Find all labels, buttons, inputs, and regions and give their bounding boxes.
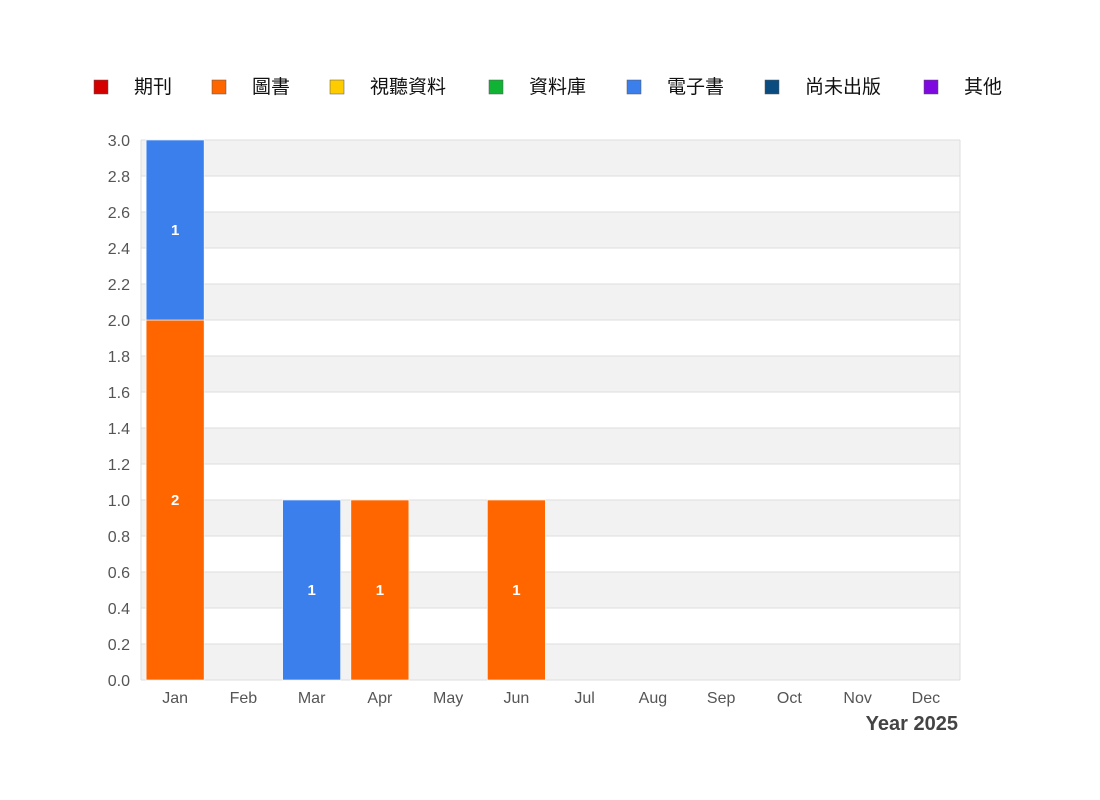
- x-tick-label: May: [433, 690, 463, 707]
- y-tick-label: 2.8: [108, 169, 130, 186]
- bar-value-label: 1: [512, 582, 520, 599]
- y-axis-ticks: 0.0 0.2 0.4 0.6 0.8 1.0 1.2 1.4 1.6 1.8 2.0 2.2 2.4 2…: [108, 133, 130, 690]
- x-tick-label: Aug: [639, 690, 667, 707]
- y-tick-label: 2.0: [108, 313, 130, 330]
- y-tick-label: 1.6: [108, 385, 130, 402]
- x-tick-label: Apr: [367, 690, 393, 707]
- y-tick-label: 2.6: [108, 205, 130, 222]
- bar-value-label: 1: [171, 222, 179, 239]
- bar-value-label: 1: [376, 582, 384, 599]
- grid-band: [141, 212, 960, 248]
- y-tick-label: 0.4: [108, 601, 130, 618]
- legend-swatch: [93, 79, 109, 95]
- x-axis-title: Year 2025: [866, 713, 958, 735]
- plot-background: [140, 139, 961, 681]
- legend-swatch: [923, 79, 939, 95]
- legend-swatch: [211, 79, 227, 95]
- x-tick-label: Feb: [230, 690, 258, 707]
- grid-band: [141, 284, 960, 320]
- y-tick-label: 0.2: [108, 637, 130, 654]
- legend-label: 視聽資料: [370, 76, 446, 98]
- legend-item[interactable]: 期刊: [93, 76, 172, 98]
- bar-segment[interactable]: [145, 139, 205, 321]
- legend-item[interactable]: 尚未出版: [764, 76, 881, 98]
- bars: 2 1 1 1 1: [145, 139, 546, 681]
- legend-item[interactable]: 視聽資料: [329, 76, 446, 98]
- legend-item[interactable]: 其他: [923, 76, 1002, 98]
- y-tick-label: 0.6: [108, 565, 130, 582]
- legend-swatch: [626, 79, 642, 95]
- x-tick-label: Oct: [777, 690, 802, 707]
- legend-label: 尚未出版: [805, 76, 881, 98]
- bar-value-label: 2: [171, 492, 179, 509]
- y-tick-label: 2.4: [108, 241, 130, 258]
- bar-segment[interactable]: [350, 499, 410, 681]
- legend-swatch: [764, 79, 780, 95]
- grid-band: [141, 140, 960, 176]
- y-tick-label: 0.0: [108, 673, 130, 690]
- x-tick-label: Jun: [503, 690, 529, 707]
- y-tick-label: 1.2: [108, 457, 130, 474]
- y-tick-label: 0.8: [108, 529, 130, 546]
- legend-label: 資料庫: [529, 76, 586, 98]
- legend-item[interactable]: 圖書: [211, 76, 290, 98]
- bar-segment[interactable]: [145, 319, 205, 681]
- legend-label: 期刊: [134, 76, 172, 98]
- legend-label: 圖書: [252, 76, 290, 98]
- y-tick-label: 3.0: [108, 133, 130, 150]
- legend-swatch: [329, 79, 345, 95]
- legend-label: 其他: [964, 76, 1002, 98]
- x-axis-ticks: Jan Feb Mar Apr May Jun Jul Aug Sep Oct Nov Dec: [162, 690, 940, 707]
- grid-band: [141, 500, 960, 536]
- y-tick-label: 1.4: [108, 421, 130, 438]
- grid-band: [141, 572, 960, 608]
- grid-band: [141, 428, 960, 464]
- x-tick-label: Jan: [162, 690, 188, 707]
- legend-item[interactable]: 電子書: [626, 76, 724, 98]
- legend: 期刊 圖書 視聽資料 資料庫 電子書 尚未出版 其他: [93, 76, 1002, 98]
- x-tick-label: Dec: [912, 690, 940, 707]
- y-tick-label: 1.8: [108, 349, 130, 366]
- legend-label: 電子書: [667, 76, 724, 98]
- x-tick-label: Jul: [574, 690, 594, 707]
- grid-band: [141, 356, 960, 392]
- x-tick-label: Mar: [298, 690, 326, 707]
- y-tick-label: 1.0: [108, 493, 130, 510]
- y-tick-label: 2.2: [108, 277, 130, 294]
- bar-segment[interactable]: [282, 499, 341, 681]
- x-tick-label: Sep: [707, 690, 736, 707]
- bar-segment[interactable]: [487, 499, 546, 681]
- legend-item[interactable]: 資料庫: [488, 76, 586, 98]
- grid-band: [141, 644, 960, 680]
- legend-swatch: [488, 79, 504, 95]
- x-tick-label: Nov: [843, 690, 871, 707]
- bar-value-label: 1: [307, 582, 315, 599]
